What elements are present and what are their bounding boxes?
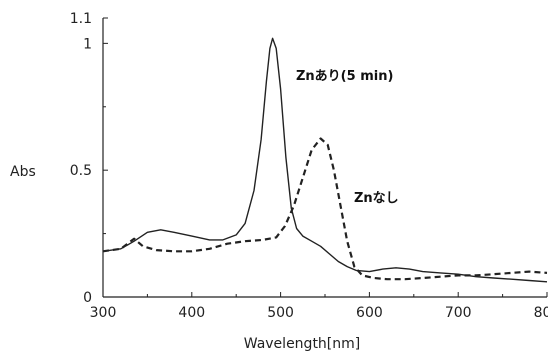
y-axis-title: Abs (10, 164, 36, 180)
x-axis-title: Wavelength[nm] (244, 336, 360, 352)
axes: 300 400 500 600 700 800 0 0.5 1 1.1 (70, 11, 548, 321)
series-line-zn-present (102, 37, 548, 283)
series-annotation-zn-absent: Znなし (354, 191, 399, 206)
y-tick-label: 1 (83, 36, 92, 52)
series-annotation-zn-present: Znあり(5 min) (296, 69, 393, 84)
series-layer (102, 37, 548, 283)
y-tick-label: 1.1 (70, 11, 92, 27)
x-tick-label: 300 (90, 305, 117, 321)
x-tick-label: 800 (534, 305, 548, 321)
x-tick-label: 700 (445, 305, 472, 321)
x-tick-label: 400 (178, 305, 205, 321)
series-line-zn-absent (102, 137, 548, 281)
y-tick-label: 0.5 (70, 163, 92, 179)
x-tick-label: 600 (356, 305, 383, 321)
labels-layer: Abs Wavelength[nm] Znあり(5 min) Znなし (10, 69, 399, 352)
y-tick-label: 0 (83, 290, 92, 306)
x-tick-label: 500 (267, 305, 294, 321)
